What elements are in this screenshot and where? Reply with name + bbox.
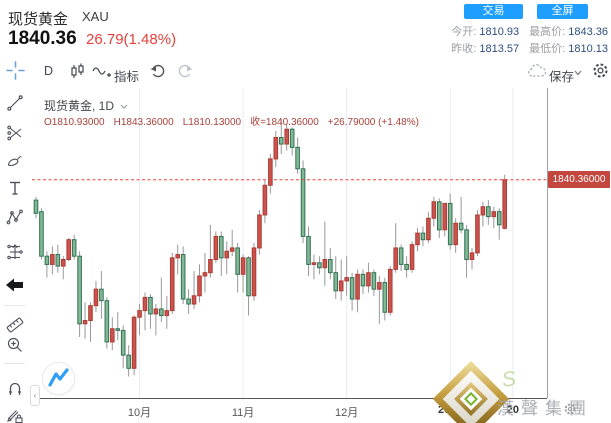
time-axis-label: 10月	[127, 407, 152, 419]
stats-row-1: 今开: 1810.93 最高价: 1843.36	[444, 23, 608, 39]
sidebar-divider	[4, 363, 25, 364]
fullscreen-button[interactable]: 全屏	[537, 4, 588, 19]
save-button[interactable]: 保存	[549, 70, 575, 84]
brush-tool-icon[interactable]	[6, 152, 24, 170]
symbol-name: 现货黄金	[8, 11, 69, 28]
zoom-in-tool-icon[interactable]	[6, 336, 24, 354]
last-price: 1840.36	[8, 28, 77, 49]
high-label: 最高价:	[529, 26, 566, 38]
collapse-left-button[interactable]: ‹	[30, 385, 40, 406]
low-value: 1810.13	[568, 43, 608, 55]
prev-close-label: 昨收:	[451, 43, 477, 55]
watermark-text: 漢聲集團	[497, 399, 593, 418]
candles	[33, 119, 507, 377]
symbol-code: XAU	[82, 9, 109, 24]
legend-close: 收=1840.36000	[250, 117, 319, 128]
cloud-icon	[528, 64, 547, 77]
gann-fib-tool-icon[interactable]	[6, 124, 24, 142]
open-label: 今开:	[451, 26, 477, 38]
last-price-axis-label: 1840.36000	[548, 171, 610, 189]
time-axis-label: 20	[506, 404, 519, 416]
legend-change: +26.79000 (+1.48%)	[327, 117, 419, 128]
pattern-tool-icon[interactable]	[6, 208, 24, 226]
tradingview-logo[interactable]	[42, 362, 75, 395]
crosshair-icon[interactable]	[6, 61, 25, 80]
redo-icon[interactable]	[177, 64, 193, 78]
chevron-down-icon[interactable]	[574, 70, 582, 76]
time-axis-label: 12月	[335, 407, 359, 419]
forecast-tool-icon[interactable]	[6, 243, 24, 261]
trend-line-tool-icon[interactable]	[6, 94, 24, 112]
price-change: 26.79(1.48%)	[86, 31, 177, 48]
settings-gear-icon[interactable]	[592, 62, 609, 79]
chart-type-candles-icon[interactable]	[68, 62, 87, 81]
chevron-down-icon[interactable]	[120, 104, 128, 110]
interval-button[interactable]: D	[44, 64, 54, 78]
open-value: 1810.93	[479, 26, 520, 38]
text-tool-icon[interactable]	[6, 179, 24, 197]
chart-legend-ohlc: O1810.93000 H1843.36000 L1810.13000 收=1840.…	[44, 113, 428, 128]
watermark-gear-icon	[564, 403, 576, 415]
trade-button[interactable]: 交易	[464, 4, 523, 19]
stats-row-2: 昨收: 1813.57 最低价: 1810.13	[444, 40, 608, 56]
legend-symbol-interval: 现货黄金, 1D	[44, 99, 115, 113]
low-label: 最低价:	[529, 43, 566, 55]
legend-low: L1810.13000	[182, 117, 242, 128]
undo-icon[interactable]	[150, 64, 166, 78]
sidebar-divider	[4, 305, 25, 306]
prev-close-value: 1813.57	[479, 43, 520, 55]
legend-high: H1843.36000	[113, 117, 174, 128]
high-value: 1843.36	[568, 26, 608, 38]
time-axis-label: 11月	[231, 407, 255, 419]
legend-open: O1810.93000	[44, 117, 105, 128]
indicators-icon[interactable]	[92, 63, 112, 81]
ruler-tool-icon[interactable]	[5, 315, 25, 335]
magnet-tool-icon[interactable]	[6, 380, 24, 398]
arrow-tool-icon[interactable]	[5, 276, 25, 294]
tradingview-logo-glyph	[48, 368, 69, 387]
indicators-label[interactable]: 指标	[114, 70, 140, 84]
chart-legend-title[interactable]: 现货黄金, 1D	[44, 97, 128, 114]
